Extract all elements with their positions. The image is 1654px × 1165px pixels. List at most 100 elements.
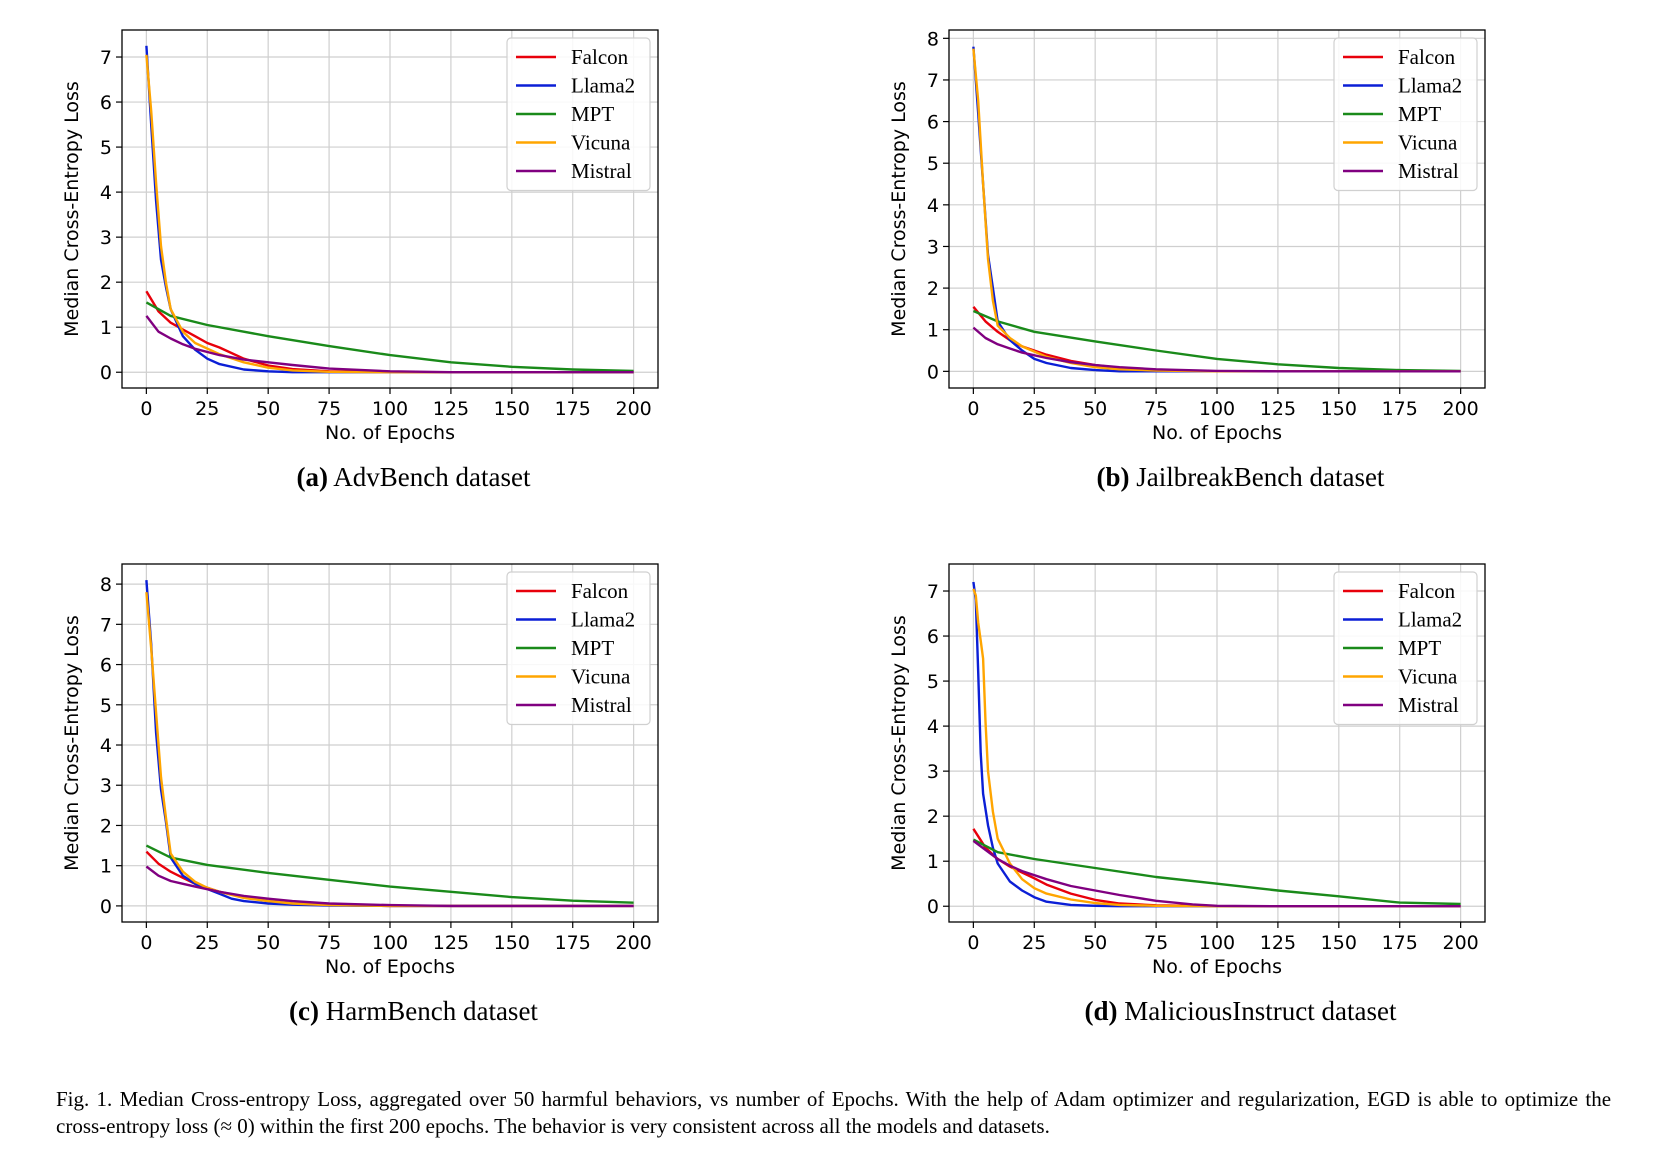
y-tick-label: 6 xyxy=(100,655,112,677)
y-tick-label: 6 xyxy=(100,92,112,114)
plot-frame xyxy=(121,29,659,389)
legend-b: Falcon Llama2 MPT Vicuna Mistral xyxy=(1333,37,1478,192)
legend-label-mistral: Mistral xyxy=(1398,693,1459,717)
legend-label-falcon: Falcon xyxy=(571,45,629,69)
chart-panel-c: 0 25 50 75 100 125 150 175 200 0 1 2 3 4 5 6 7 8 No. of Ep… xyxy=(0,534,827,1039)
chart-c-svg: 0 25 50 75 100 125 150 175 200 0 1 2 3 4 5 6 7 8 No. of Ep… xyxy=(61,563,659,978)
y-tick-label: 4 xyxy=(927,716,939,738)
plot-frame xyxy=(948,563,1486,923)
y-tick-label: 8 xyxy=(100,574,112,596)
series-line-mpt xyxy=(145,844,634,904)
chart-panel-d: 0 25 50 75 100 125 150 175 200 0 1 2 3 4 5 6 7 No. of Epo… xyxy=(827,534,1654,1039)
series-line-mistral xyxy=(145,315,634,374)
x-tick-label: 175 xyxy=(1382,398,1418,420)
legend-box xyxy=(1333,37,1478,192)
x-axis-label: No. of Epochs xyxy=(1152,956,1282,978)
y-axis-label: Median Cross-Entropy Loss xyxy=(61,81,83,337)
chart-b-svg: 0 25 50 75 100 125 150 175 200 0 1 2 3 4 5 6 7 8 No. of Ep… xyxy=(888,28,1486,444)
x-tick-label: 25 xyxy=(1022,932,1046,954)
legend-label-falcon: Falcon xyxy=(571,579,629,603)
subcaption-d: (d) MaliciousInstruct dataset xyxy=(827,996,1654,1027)
x-tick-label: 75 xyxy=(317,932,341,954)
legend-label-llama2: Llama2 xyxy=(1398,74,1462,98)
y-tick-label: 0 xyxy=(100,896,112,918)
x-tick-label: 0 xyxy=(967,398,979,420)
series-line-vicuna xyxy=(145,54,634,374)
subcaption-a-label: (a) xyxy=(296,462,329,492)
figure-caption: Fig. 1. Median Cross-entropy Loss, aggre… xyxy=(56,1086,1611,1140)
y-tick-label: 5 xyxy=(100,137,112,159)
x-tick-label: 200 xyxy=(1443,398,1479,420)
legend-label-falcon: Falcon xyxy=(1398,45,1456,69)
legend-label-vicuna: Vicuna xyxy=(571,665,631,689)
plot-frame xyxy=(121,563,659,923)
y-tick-label: 5 xyxy=(100,695,112,717)
legend-d: Falcon Llama2 MPT Vicuna Mistral xyxy=(1333,571,1478,726)
legend-label-vicuna: Vicuna xyxy=(571,131,631,155)
y-tick-label: 2 xyxy=(100,272,112,294)
x-tick-label: 200 xyxy=(1443,932,1479,954)
y-tick-label: 7 xyxy=(927,70,939,92)
series-line-vicuna xyxy=(972,48,1461,373)
chart-panel-b: 0 25 50 75 100 125 150 175 200 0 1 2 3 4 5 6 7 8 No. of Ep… xyxy=(827,0,1654,505)
y-tick-label: 2 xyxy=(927,278,939,300)
legend-label-falcon: Falcon xyxy=(1398,579,1456,603)
plot-frame xyxy=(948,29,1486,389)
y-tick-label: 6 xyxy=(927,112,939,134)
series-group-c xyxy=(145,580,634,908)
y-tick-label: 1 xyxy=(927,851,939,873)
x-tick-label: 175 xyxy=(555,398,591,420)
subcaption-d-text: MaliciousInstruct dataset xyxy=(1124,996,1397,1026)
x-tick-label: 50 xyxy=(256,398,280,420)
x-tick-label: 175 xyxy=(555,932,591,954)
series-line-mpt xyxy=(972,838,1461,906)
legend-box xyxy=(506,37,651,192)
series-group-d xyxy=(972,581,1461,908)
legend-label-mpt: MPT xyxy=(571,102,614,126)
x-tick-label: 200 xyxy=(616,398,652,420)
series-line-llama2 xyxy=(972,581,1461,908)
x-tick-label: 150 xyxy=(1321,398,1357,420)
y-axis-label: Median Cross-Entropy Loss xyxy=(888,81,910,337)
y-tick-label: 8 xyxy=(927,28,939,50)
legend-label-mistral: Mistral xyxy=(571,693,632,717)
series-line-vicuna xyxy=(972,588,1461,908)
x-tick-label: 100 xyxy=(372,398,408,420)
subcaption-c-label: (c) xyxy=(289,996,320,1026)
y-tick-label: 4 xyxy=(927,195,939,217)
x-tick-label: 100 xyxy=(1199,932,1235,954)
chart-panel-a: 0 25 50 75 100 125 150 175 200 0 1 2 3 4 5 6 7 No. of Epo… xyxy=(0,0,827,505)
y-tick-label: 7 xyxy=(100,614,112,636)
y-tick-label: 3 xyxy=(927,236,939,258)
x-tick-label: 25 xyxy=(195,398,219,420)
series-line-mistral xyxy=(972,839,1461,908)
y-tick-label: 3 xyxy=(927,761,939,783)
y-tick-label: 1 xyxy=(927,320,939,342)
x-tick-label: 25 xyxy=(1022,398,1046,420)
subcaption-b: (b) JailbreakBench dataset xyxy=(827,462,1654,493)
y-tick-label: 5 xyxy=(927,153,939,175)
y-tick-label: 7 xyxy=(927,581,939,603)
subcaption-b-text: JailbreakBench dataset xyxy=(1136,462,1385,492)
subcaption-b-label: (b) xyxy=(1096,462,1130,492)
x-tick-label: 50 xyxy=(1083,932,1107,954)
x-tick-label: 25 xyxy=(195,932,219,954)
series-line-mpt xyxy=(972,309,1461,373)
series-group-b xyxy=(972,46,1461,373)
legend-box xyxy=(506,571,651,726)
x-tick-label: 150 xyxy=(1321,932,1357,954)
subcaption-a: (a) AdvBench dataset xyxy=(0,462,827,493)
x-tick-label: 150 xyxy=(494,398,530,420)
y-tick-label: 4 xyxy=(100,735,112,757)
legend-label-mpt: MPT xyxy=(1398,636,1441,660)
y-axis-label: Median Cross-Entropy Loss xyxy=(61,615,83,871)
y-tick-label: 3 xyxy=(100,775,112,797)
series-line-mpt xyxy=(145,301,634,373)
x-tick-label: 0 xyxy=(140,932,152,954)
x-tick-label: 200 xyxy=(616,932,652,954)
x-tick-label: 125 xyxy=(433,932,469,954)
chart-a-svg: 0 25 50 75 100 125 150 175 200 0 1 2 3 4 5 6 7 No. of Epo… xyxy=(61,29,659,444)
x-tick-label: 100 xyxy=(372,932,408,954)
y-tick-label: 7 xyxy=(100,47,112,69)
legend-label-llama2: Llama2 xyxy=(1398,608,1462,632)
